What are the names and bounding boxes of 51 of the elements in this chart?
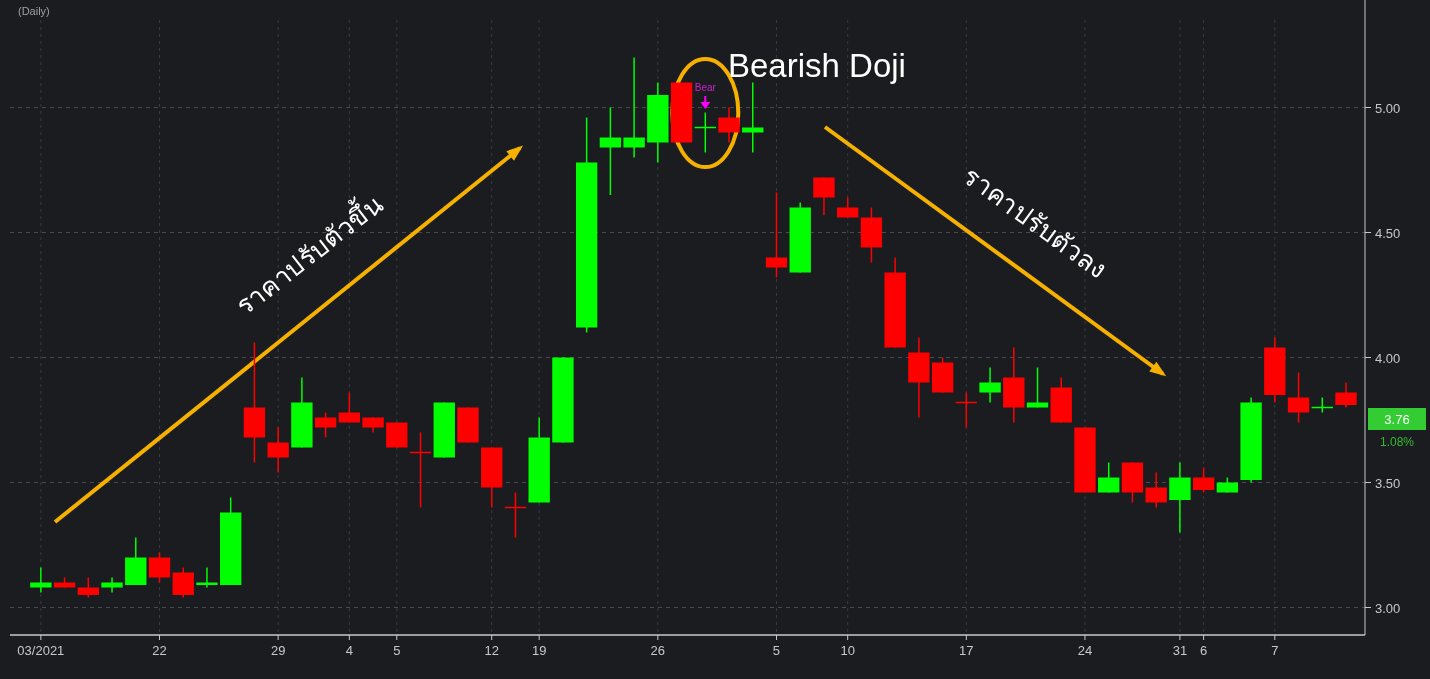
candlestick (765, 191, 788, 279)
annotation: Bearish Doji (728, 47, 906, 84)
candlestick (718, 106, 740, 144)
candlestick (1169, 461, 1191, 534)
candlestick (623, 56, 645, 159)
x-tick-label: 22 (152, 643, 167, 658)
candlestick (314, 411, 337, 439)
y-tick-label: 4.00 (1375, 350, 1401, 366)
x-tick-label: 29 (270, 643, 286, 658)
x-tick-label: 19 (531, 643, 547, 658)
x-tick-label: 31 (1172, 643, 1188, 658)
chart-title: (Daily) (18, 5, 50, 17)
candlestick (30, 566, 52, 594)
x-tick-label: 26 (650, 643, 666, 658)
x-tick-label: 6 (1200, 643, 1208, 658)
candlestick (813, 176, 835, 216)
x-tick-label: 10 (840, 643, 855, 658)
candlestick (77, 576, 99, 599)
candlestick (693, 111, 717, 154)
text: 3.76 (1384, 412, 1410, 427)
candlestick (148, 551, 171, 584)
candlestick (267, 426, 289, 474)
y-tick-label: 3.00 (1375, 600, 1401, 616)
candlestick (742, 81, 764, 154)
y-tick-label: 5.00 (1375, 100, 1401, 116)
candlestick (1335, 381, 1357, 409)
candlestick (1026, 366, 1049, 409)
candlestick (599, 106, 622, 196)
candlestick (409, 431, 432, 509)
x-tick-label: 03/2021 (17, 643, 65, 658)
x-tick-label: 7 (1271, 643, 1279, 658)
annotation: Bear (694, 82, 717, 93)
x-tick-label: 4 (345, 643, 353, 658)
x-tick-label: 24 (1077, 643, 1093, 658)
candlestick (172, 566, 194, 599)
x-tick-label: 5 (772, 643, 781, 658)
candlestick (1098, 461, 1120, 494)
candlestick (1192, 466, 1215, 494)
x-tick-label: 5 (393, 643, 401, 658)
y-tick-label: 4.50 (1375, 225, 1401, 241)
candlestick (338, 391, 361, 424)
candlestick (504, 491, 527, 539)
candlestick (1287, 371, 1310, 424)
candlestick (1145, 471, 1167, 509)
text: 1.08% (1379, 435, 1415, 449)
candlestick (837, 196, 859, 219)
candlestick (979, 366, 1001, 404)
candlestick (954, 391, 978, 429)
y-tick-label: 3.50 (1375, 475, 1401, 491)
x-tick-label: 12 (484, 643, 499, 658)
x-tick-label: 17 (959, 643, 974, 658)
